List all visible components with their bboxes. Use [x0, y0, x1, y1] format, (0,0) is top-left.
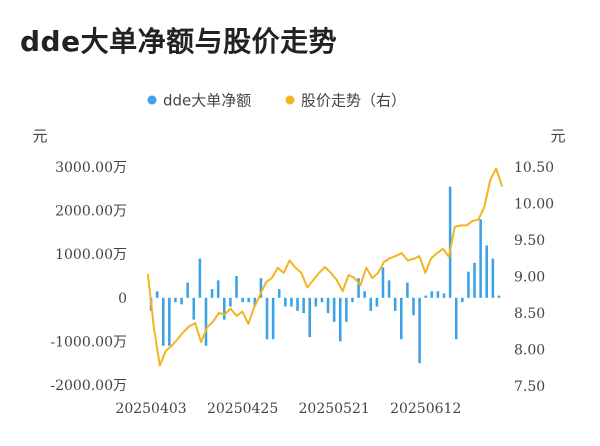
dde-bar: [375, 297, 379, 307]
left-tick-label-3: 0: [118, 291, 127, 307]
dde-bar: [168, 297, 171, 346]
right-tick-label-4: 8.50: [514, 306, 545, 322]
legend-label-0: dde大单净额: [163, 92, 251, 110]
dde-bar: [430, 291, 434, 298]
dde-bar: [204, 297, 208, 346]
dde-bar: [290, 297, 293, 307]
dde-bar: [406, 282, 409, 298]
right-tick-label-1: 10.00: [514, 197, 554, 213]
dde-bar: [216, 280, 220, 298]
dde-bar: [473, 262, 476, 298]
right-tick-label-6: 7.50: [514, 379, 545, 395]
dde-bar: [155, 291, 159, 298]
dde-bar: [338, 297, 342, 342]
dde-bar: [271, 297, 275, 340]
dde-bar: [345, 297, 348, 322]
left-tick-label-1: 2000.00万: [55, 204, 127, 220]
dde-bar: [247, 297, 250, 303]
dde-bar: [442, 293, 446, 298]
dde-bar: [174, 297, 177, 303]
left-tick-label-0: 3000.00万: [55, 160, 127, 176]
dde-bar: [381, 267, 385, 298]
dde-bar: [448, 186, 452, 298]
dde-bar: [326, 297, 330, 314]
dde-bar: [491, 258, 495, 298]
legend-marker-1: [285, 95, 295, 105]
dde-bar: [296, 297, 299, 311]
left-axis-unit: 元: [32, 127, 47, 145]
dde-bar: [351, 297, 354, 303]
dde-bar: [400, 297, 403, 340]
dde-bar: [308, 297, 312, 338]
right-axis-unit: 元: [550, 127, 565, 145]
page-title: dde大单净额与股价走势: [20, 25, 338, 58]
dde-bar: [198, 258, 202, 298]
right-tick-label-3: 9.00: [514, 270, 545, 286]
dde-bar: [186, 282, 189, 298]
legend-label-1: 股价走势（右）: [301, 92, 406, 110]
dde-bar: [320, 297, 324, 303]
legend-marker-0: [147, 95, 157, 105]
x-tick-label-1: 20250425: [207, 401, 278, 417]
dde-bar: [461, 297, 464, 303]
dde-bar: [497, 295, 501, 298]
dde-bar: [454, 297, 458, 340]
dde-bar: [302, 297, 305, 314]
dde-bar: [180, 297, 183, 305]
dde-bar: [393, 297, 397, 311]
dde-bar: [369, 297, 373, 311]
dde-bar: [229, 297, 232, 307]
dde-bar: [284, 297, 287, 307]
x-tick-label-0: 20250403: [115, 401, 186, 417]
dde-bar: [387, 280, 391, 298]
dde-bar: [277, 289, 281, 298]
dde-bar: [210, 289, 214, 298]
dde-bar: [314, 297, 318, 307]
dde-bar: [479, 219, 482, 298]
dde-bar: [235, 276, 238, 298]
dde-bar: [265, 297, 269, 340]
price-line: [147, 167, 503, 367]
dde-bar: [259, 278, 263, 298]
x-tick-label-2: 20250521: [299, 401, 370, 417]
dde-bar: [467, 271, 470, 298]
dde-bar: [418, 297, 421, 364]
dde-bar: [253, 297, 257, 307]
dde-bar: [363, 291, 366, 298]
left-tick-label-4: -1000.00万: [50, 334, 127, 350]
right-tick-label-2: 9.50: [514, 233, 545, 249]
dde-bar: [436, 291, 440, 298]
left-tick-label-5: -2000.00万: [50, 378, 127, 394]
right-tick-label-5: 8.00: [514, 343, 545, 359]
dde-bar: [424, 295, 427, 298]
x-tick-label-3: 20250612: [390, 401, 461, 417]
dde-bar: [332, 297, 336, 322]
left-tick-label-2: 1000.00万: [55, 247, 127, 263]
dde-bar: [241, 297, 244, 303]
dde-bar: [412, 297, 415, 316]
dde-bar: [223, 297, 226, 320]
dde-bar: [485, 245, 489, 298]
dde-bar: [161, 297, 165, 346]
dde-bar: [192, 297, 196, 320]
right-tick-label-0: 10.50: [514, 160, 554, 176]
dde-bar: [357, 278, 360, 298]
